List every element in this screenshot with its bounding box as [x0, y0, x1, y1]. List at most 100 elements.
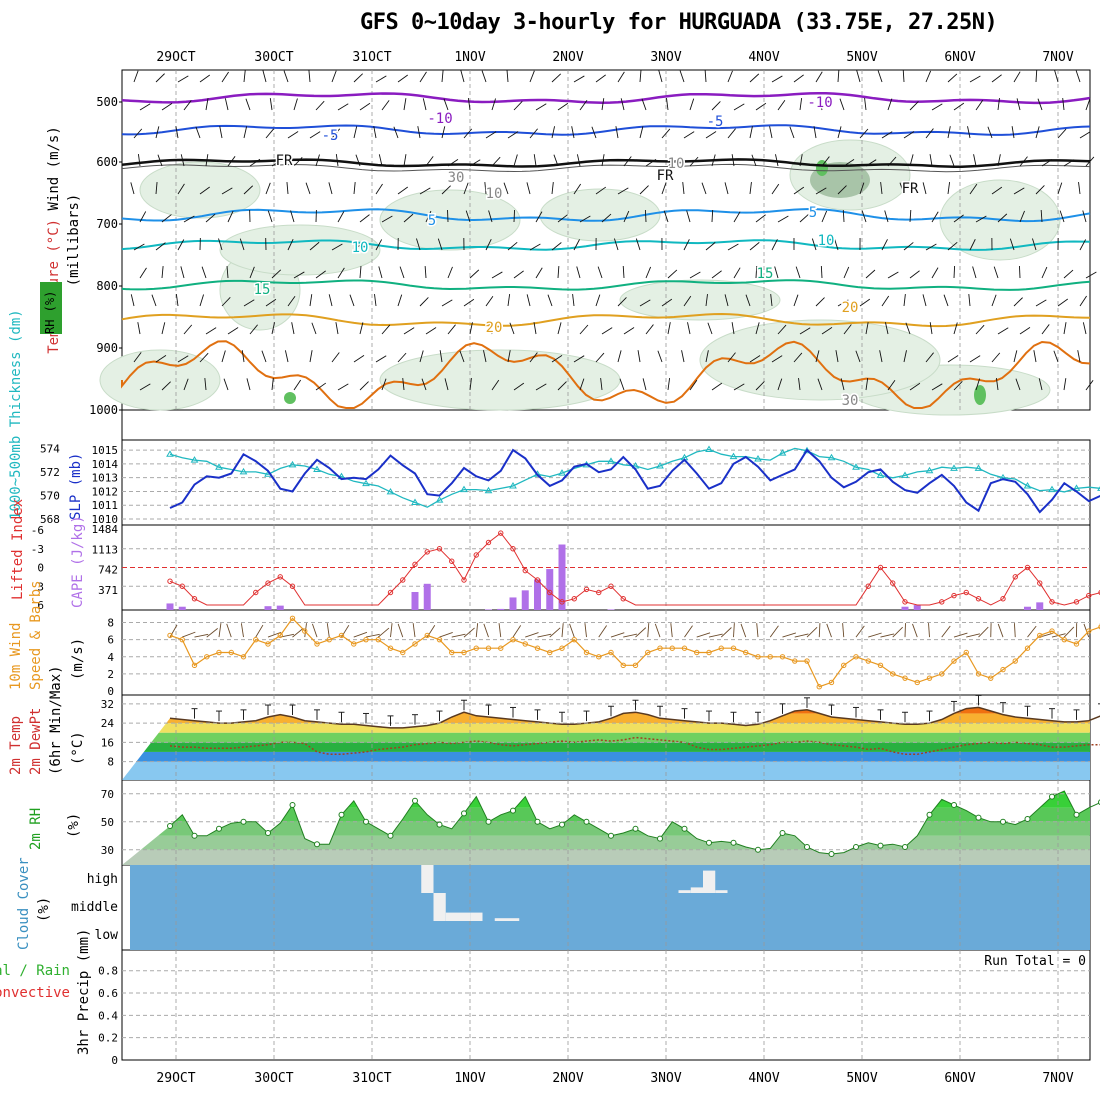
barb — [879, 350, 883, 363]
barb — [931, 267, 939, 279]
thickness-point — [827, 453, 836, 461]
cape-bar — [178, 606, 186, 610]
barb — [667, 322, 671, 335]
wind-ylabel-group: 10m Wind — [8, 623, 24, 690]
barb — [619, 378, 625, 391]
precip-tick-0.2: 0.2 — [98, 1032, 118, 1045]
barb — [601, 213, 612, 223]
rh-point — [853, 844, 859, 850]
barb — [437, 238, 443, 251]
thickness-point — [950, 464, 958, 471]
barb — [287, 238, 294, 251]
barb — [821, 156, 830, 167]
li-point — [253, 589, 259, 596]
barb — [535, 103, 547, 111]
date-bottom-6NOV: 6NOV — [944, 1071, 975, 1086]
date-top-4NOV: 4NOV — [748, 50, 779, 65]
surface-barb — [880, 633, 895, 638]
temp-band-3 — [122, 732, 1090, 743]
cloud-tick-low: low — [95, 928, 119, 943]
barb — [969, 183, 978, 195]
barb — [617, 71, 625, 83]
barb — [600, 378, 603, 391]
barb — [1063, 378, 1067, 391]
wind-point — [1061, 636, 1067, 643]
barb — [929, 322, 933, 335]
rh-point — [387, 832, 394, 839]
li-point — [449, 558, 455, 564]
barb — [576, 266, 581, 279]
barb — [425, 156, 434, 167]
panel-frame-upper — [121, 69, 1091, 411]
barb — [777, 215, 789, 223]
temp-line — [169, 706, 1100, 729]
wind-point — [167, 632, 173, 639]
barb — [331, 352, 340, 363]
precip-tick-0.8: 0.8 — [98, 965, 118, 978]
barb — [749, 73, 760, 83]
rh-point — [902, 844, 908, 850]
barb — [491, 156, 501, 167]
barb — [837, 126, 842, 139]
precip-tick-0: 0 — [111, 1054, 118, 1067]
barb — [975, 215, 987, 223]
surface-barb — [412, 623, 416, 638]
cloud-middle-bar — [445, 912, 458, 921]
barb — [308, 70, 311, 83]
surface-barb — [1063, 626, 1075, 638]
barb — [975, 99, 984, 111]
date-top-2NOV: 2NOV — [552, 50, 583, 65]
wind-point — [767, 654, 773, 660]
contour-label-16: 10 — [486, 186, 503, 202]
level-label-600: 600 — [96, 155, 118, 169]
barb — [837, 69, 840, 83]
barb — [381, 324, 391, 335]
barb — [441, 126, 446, 139]
thickness-point — [215, 463, 223, 470]
li-point — [436, 546, 443, 552]
date-bottom-29OCT: 29OCT — [156, 1071, 195, 1086]
barb — [293, 379, 302, 391]
barb — [799, 98, 803, 111]
cloud-background — [130, 865, 1090, 950]
cape-bar — [558, 544, 566, 610]
wind-point — [314, 641, 320, 647]
barb — [526, 294, 531, 307]
barb — [658, 70, 663, 83]
barb — [507, 350, 511, 363]
surface-barb — [842, 623, 845, 638]
barb — [727, 70, 733, 83]
contour-5 — [121, 207, 1091, 223]
barb — [243, 70, 246, 83]
li-point — [571, 596, 577, 602]
barb — [749, 182, 752, 195]
cape-tick-1113: 1113 — [92, 543, 119, 556]
li-point — [939, 599, 945, 605]
surface-barb — [561, 623, 564, 638]
barb — [331, 128, 341, 139]
rh-point — [877, 842, 884, 849]
barb — [663, 210, 669, 223]
barb — [770, 294, 773, 307]
barb — [381, 215, 393, 223]
wind-point — [522, 641, 528, 647]
cloud-unit-group: (%) — [36, 897, 52, 922]
barb — [815, 187, 827, 195]
barb — [1057, 182, 1063, 195]
barb — [865, 378, 869, 391]
barb — [359, 214, 370, 223]
barb — [283, 70, 289, 83]
barb — [777, 324, 787, 335]
barb — [246, 378, 251, 391]
thickness-point — [925, 466, 934, 474]
barb — [573, 75, 585, 83]
barb — [315, 100, 325, 111]
barb — [573, 355, 585, 363]
li-point — [902, 599, 908, 605]
contour-label-12: 15 — [757, 266, 774, 282]
barb — [881, 131, 893, 139]
barb — [899, 182, 905, 195]
wind-point — [890, 671, 896, 677]
barb — [180, 154, 185, 167]
barb — [689, 98, 695, 111]
